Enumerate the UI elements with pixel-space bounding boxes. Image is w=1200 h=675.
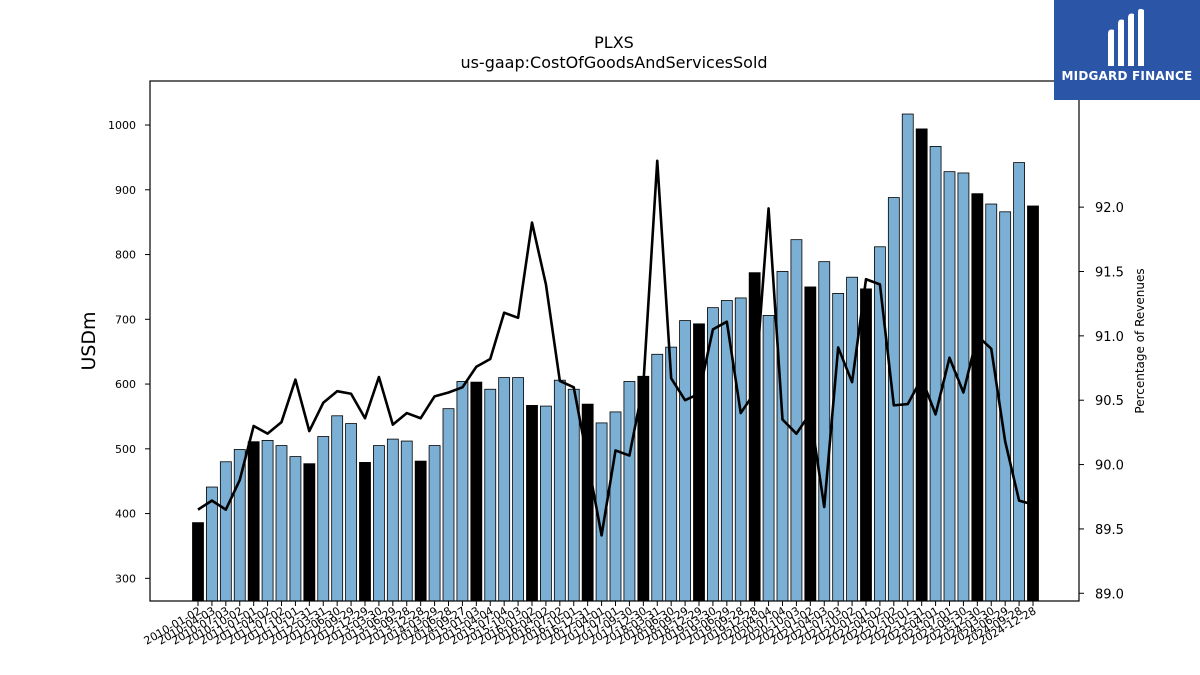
bar	[275, 445, 288, 602]
bar	[359, 462, 371, 602]
x-axis: 2010-01-022010-04-032010-07-032010-10-02…	[142, 601, 1039, 648]
bar	[317, 436, 330, 602]
bar	[261, 439, 274, 602]
bar	[540, 405, 552, 602]
bar	[414, 460, 427, 602]
bar	[498, 377, 511, 602]
bar	[818, 261, 831, 602]
y-tick-label: 300	[115, 572, 136, 585]
chart-title: PLXS	[594, 33, 634, 52]
bar	[971, 193, 984, 602]
bar	[526, 405, 538, 602]
bar	[289, 456, 302, 602]
y2-tick-label: 90.5	[1095, 394, 1124, 409]
bar	[345, 423, 357, 602]
bar	[400, 440, 413, 602]
bars-group	[192, 113, 1039, 602]
y2-axis-label: Percentage of Revenues	[1133, 268, 1147, 413]
bar	[373, 445, 385, 602]
bar	[512, 377, 524, 602]
bar	[901, 113, 914, 602]
bar	[651, 353, 664, 602]
y2-tick-label: 90.0	[1095, 459, 1124, 474]
bar	[1027, 205, 1039, 602]
bar	[623, 381, 636, 602]
y2-tick-label: 91.5	[1095, 265, 1124, 280]
bar	[734, 297, 747, 602]
bar	[874, 246, 886, 602]
bar	[1013, 162, 1025, 602]
bar	[609, 411, 622, 602]
bar	[776, 270, 789, 602]
logo-text: MIDGARD FINANCE	[1061, 69, 1193, 83]
bar	[790, 239, 803, 602]
chart-subtitle: us-gaap:CostOfGoodsAndServicesSold	[460, 53, 767, 72]
bar	[303, 463, 316, 602]
bar	[985, 203, 998, 602]
bar	[693, 323, 705, 602]
plot-frame	[149, 80, 1080, 602]
bar	[428, 445, 441, 602]
bar	[762, 315, 775, 602]
bar	[484, 388, 497, 602]
bar	[553, 379, 566, 602]
bar	[233, 449, 246, 602]
bar	[567, 388, 580, 602]
y-tick-label: 1000	[108, 119, 136, 132]
bar	[386, 438, 399, 602]
bar	[442, 408, 455, 602]
y-axis-label: USDm	[78, 311, 100, 370]
bar	[915, 128, 928, 602]
bar	[219, 461, 232, 602]
brand-logo: MIDGARD FINANCE	[1054, 0, 1200, 100]
y-tick-label: 600	[115, 378, 136, 391]
y2-tick-label: 89.0	[1095, 587, 1124, 602]
bar	[247, 441, 260, 602]
y-axis-left: 300 400 500 600 700 800 900 1000	[108, 119, 150, 585]
y-tick-label: 800	[115, 249, 136, 262]
bar	[943, 171, 956, 602]
bar	[470, 381, 483, 602]
bar	[957, 172, 970, 602]
bar	[456, 381, 469, 602]
bar	[192, 522, 204, 602]
y2-tick-label: 89.5	[1095, 523, 1124, 538]
y-tick-label: 500	[115, 443, 136, 456]
y2-tick-label: 92.0	[1095, 201, 1124, 216]
bar	[929, 145, 942, 602]
line-layer	[197, 159, 1034, 537]
logo-mark-icon	[1108, 8, 1144, 66]
bar	[832, 292, 845, 602]
y2-tick-label: 91.0	[1095, 330, 1124, 345]
bar	[999, 211, 1012, 602]
bar	[748, 272, 761, 602]
bar	[331, 415, 344, 602]
y-tick-label: 400	[115, 508, 136, 521]
bar	[846, 276, 858, 602]
y-axis-right: 89.0 89.5 90.0 90.5 91.0 91.5 92.0	[1079, 201, 1124, 602]
bar	[679, 320, 691, 602]
revenue-share-line	[197, 159, 1034, 537]
y-tick-label: 900	[115, 184, 136, 197]
y-tick-label: 700	[115, 313, 136, 326]
bar	[860, 288, 872, 602]
